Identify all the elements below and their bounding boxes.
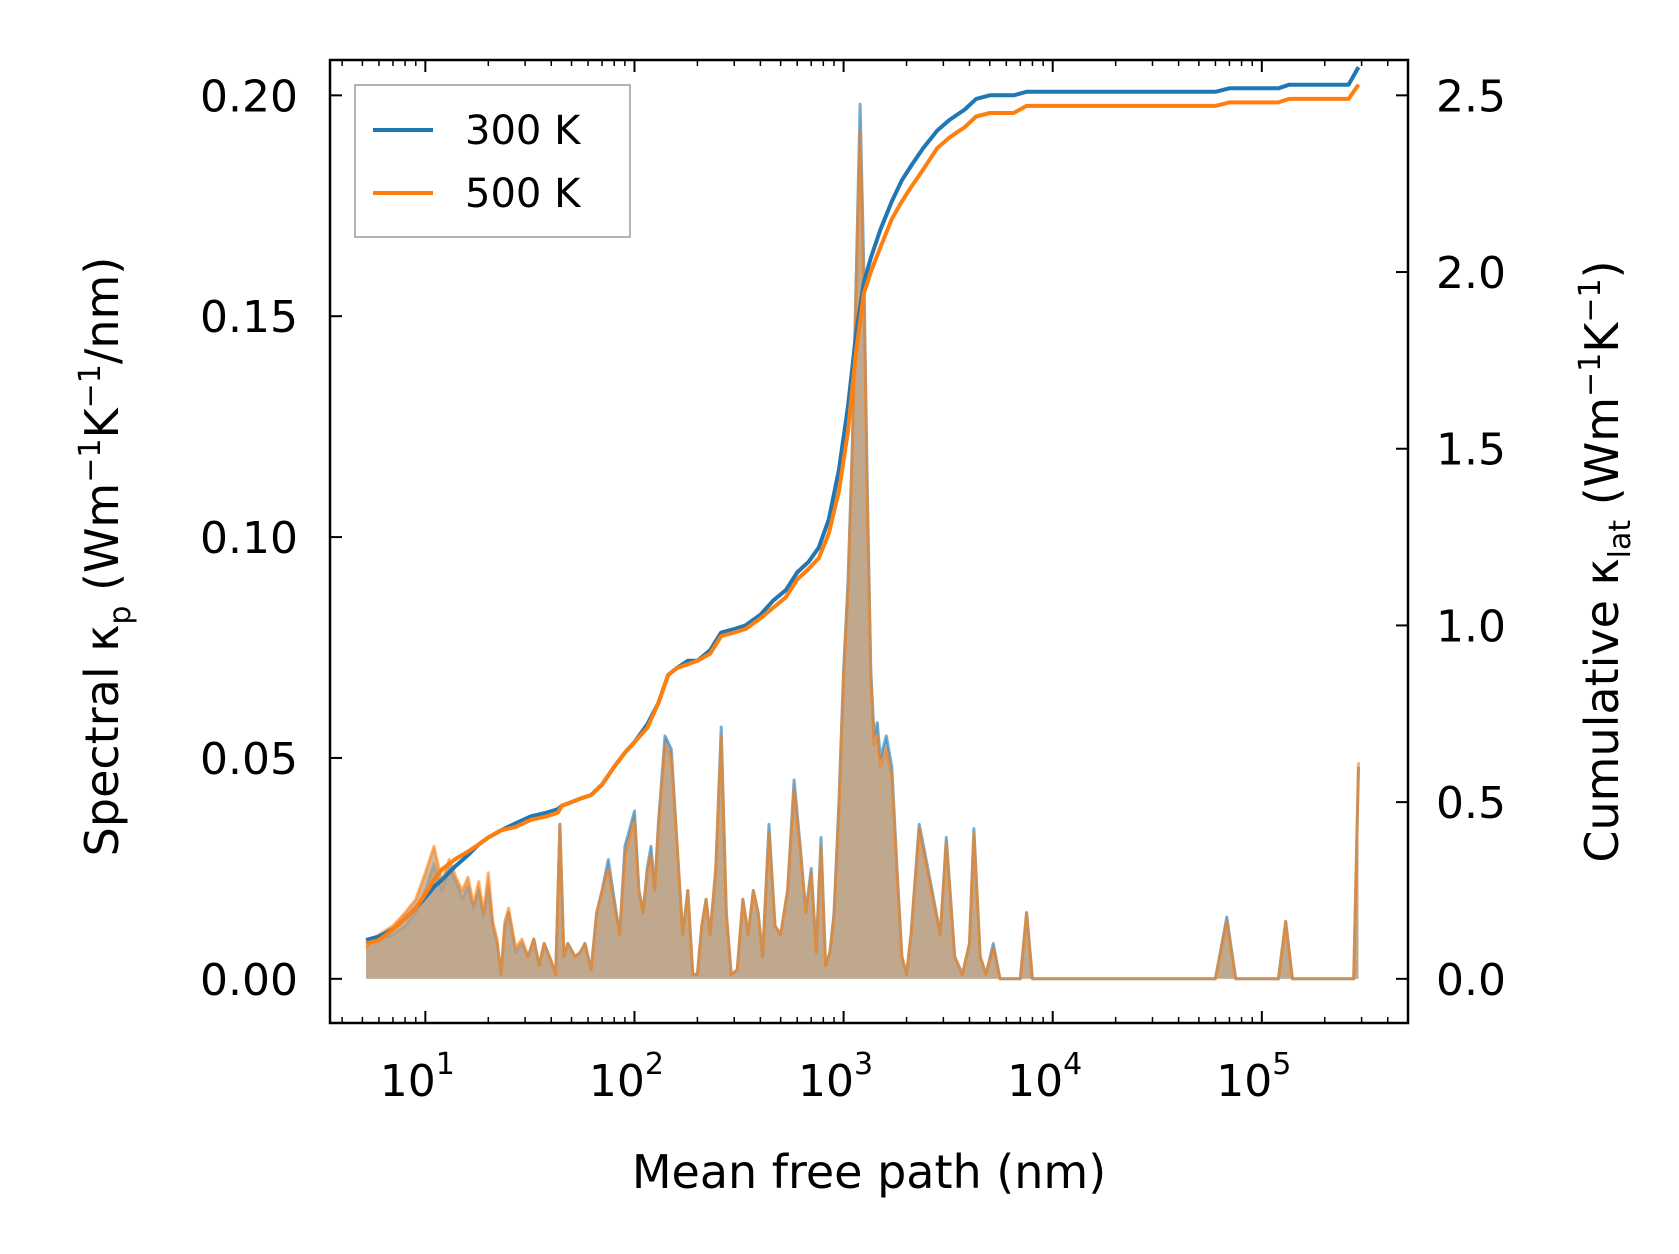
left-y-title-k: K xyxy=(75,407,129,439)
right-y-title-sup2: −1 xyxy=(1573,278,1608,322)
x-tick-base: 10 xyxy=(1007,1056,1063,1107)
left-y-tick-label: 0.05 xyxy=(200,734,298,785)
legend-label-500k: 500 K xyxy=(465,171,582,217)
x-tick-exponent: 4 xyxy=(1063,1047,1082,1082)
x-tick-label: 105 xyxy=(1216,1047,1291,1107)
left-y-tick-label: 0.15 xyxy=(200,292,298,343)
right-y-tick-label: 1.0 xyxy=(1436,601,1506,652)
x-tick-exponent: 1 xyxy=(436,1047,455,1082)
spectral-area-500k xyxy=(366,130,1359,979)
left-y-tick-label: 0.00 xyxy=(200,955,298,1006)
right-y-title-prefix: Cumulative κ xyxy=(1575,558,1629,862)
x-tick-exponent: 3 xyxy=(854,1047,873,1082)
left-y-title-sup1: −1 xyxy=(73,439,108,483)
left-y-tick-label: 0.10 xyxy=(200,513,298,564)
right-y-title-sup1: −1 xyxy=(1573,353,1608,397)
left-y-title-suffix: /nm) xyxy=(75,257,129,364)
left-y-title-sup2: −1 xyxy=(73,364,108,408)
right-y-title-mid: (Wm xyxy=(1575,397,1629,520)
plot-area xyxy=(364,66,1361,981)
cumulative-line-500k xyxy=(365,83,1361,946)
legend-label-300k: 300 K xyxy=(465,108,582,154)
x-tick-label: 103 xyxy=(798,1047,873,1107)
right-y-title-k: K xyxy=(1575,321,1629,353)
legend-box xyxy=(354,84,631,238)
left-y-tick-label: 0.20 xyxy=(200,71,298,122)
x-tick-exponent: 2 xyxy=(645,1047,664,1082)
left-y-title-sub: p xyxy=(103,606,138,625)
right-y-tick-label: 2.5 xyxy=(1436,71,1506,122)
left-y-axis-title: Spectral κp (Wm−1K−1/nm) xyxy=(73,257,138,857)
left-y-title-mid: (Wm xyxy=(75,483,129,606)
axes-frame xyxy=(328,58,1410,1025)
x-tick-base: 10 xyxy=(380,1056,436,1107)
x-tick-label: 104 xyxy=(1007,1047,1082,1107)
left-y-title-prefix: Spectral κ xyxy=(75,625,129,857)
right-y-tick-label: 2.0 xyxy=(1436,248,1506,299)
x-tick-base: 10 xyxy=(589,1056,645,1107)
right-y-title-suffix: ) xyxy=(1575,260,1629,278)
x-tick-base: 10 xyxy=(1216,1056,1272,1107)
x-tick-label: 101 xyxy=(380,1047,455,1107)
legend: 300 K 500 K xyxy=(354,84,631,238)
x-axis-title: Mean free path (nm) xyxy=(632,1145,1106,1199)
axes: 101 102 103 104 1050.000.050.100.150.200.00.… xyxy=(200,58,1506,1107)
right-y-tick-label: 0.0 xyxy=(1436,955,1506,1006)
right-y-title-sub: lat xyxy=(1603,520,1638,559)
spectral-line-500k xyxy=(364,129,1360,981)
right-y-tick-label: 0.5 xyxy=(1436,778,1506,829)
right-y-tick-label: 1.5 xyxy=(1436,425,1506,476)
x-tick-exponent: 5 xyxy=(1272,1047,1291,1082)
right-y-axis-title: Cumulative κlat (Wm−1K−1) xyxy=(1573,260,1638,862)
x-tick-base: 10 xyxy=(798,1056,854,1107)
x-tick-label: 102 xyxy=(589,1047,664,1107)
